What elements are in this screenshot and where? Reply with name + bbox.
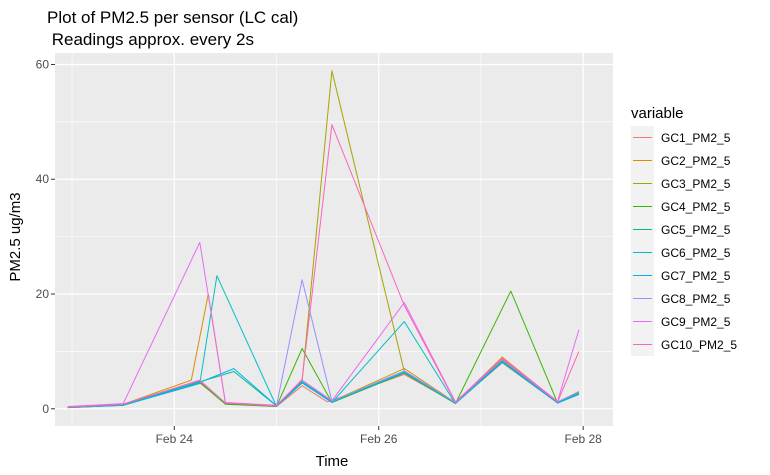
y-tick-label: 40 [36,172,50,186]
x-tick-label: Feb 26 [360,432,398,446]
legend-item: GC3_PM2_5 [631,172,731,195]
legend-label: GC5_PM2_5 [661,223,731,237]
legend-label: GC8_PM2_5 [661,292,731,306]
legend-title: variable [631,105,684,122]
legend-item: GC5_PM2_5 [631,218,731,241]
chart-subtitle: Readings approx. every 2s [47,30,254,49]
x-axis: Feb 24 Feb 26 Feb 28 [156,426,603,446]
y-axis-title: PM2.5 ug/m3 [7,192,24,281]
legend-item: GC4_PM2_5 [631,195,731,218]
legend-label: GC2_PM2_5 [661,154,731,168]
legend-label: GC9_PM2_5 [661,315,731,329]
y-tick-label: 60 [36,57,50,71]
y-axis: 0 20 40 60 [36,57,55,416]
x-tick-label: Feb 24 [156,432,194,446]
legend-item: GC2_PM2_5 [631,149,731,172]
y-tick-label: 20 [36,287,50,301]
plot-panel [55,53,613,426]
legend-item: GC6_PM2_5 [631,241,731,264]
legend-item: GC8_PM2_5 [631,287,731,310]
legend-label: GC1_PM2_5 [661,131,731,145]
legend-label: GC6_PM2_5 [661,246,731,260]
legend: variable GC1_PM2_5 GC2_PM2_5 GC3_PM2_5 GC4_… [631,105,737,356]
series-lines [67,70,580,409]
legend-item: GC7_PM2_5 [631,264,731,287]
x-tick-label: Feb 28 [565,432,603,446]
legend-label: GC7_PM2_5 [661,269,731,283]
series-line-GC10_PM2_5 [67,124,580,408]
series-line-GC7_PM2_5 [67,361,580,408]
legend-label: GC4_PM2_5 [661,200,731,214]
x-axis-title: Time [316,453,349,470]
legend-label: GC10_PM2_5 [661,338,737,352]
legend-item: GC9_PM2_5 [631,310,731,333]
legend-item: GC10_PM2_5 [631,333,737,356]
chart-title: Plot of PM2.5 per sensor (LC cal) [47,8,298,27]
legend-label: GC3_PM2_5 [661,177,731,191]
y-tick-label: 0 [42,402,49,416]
grid-lines [55,53,613,426]
legend-item: GC1_PM2_5 [631,126,731,149]
